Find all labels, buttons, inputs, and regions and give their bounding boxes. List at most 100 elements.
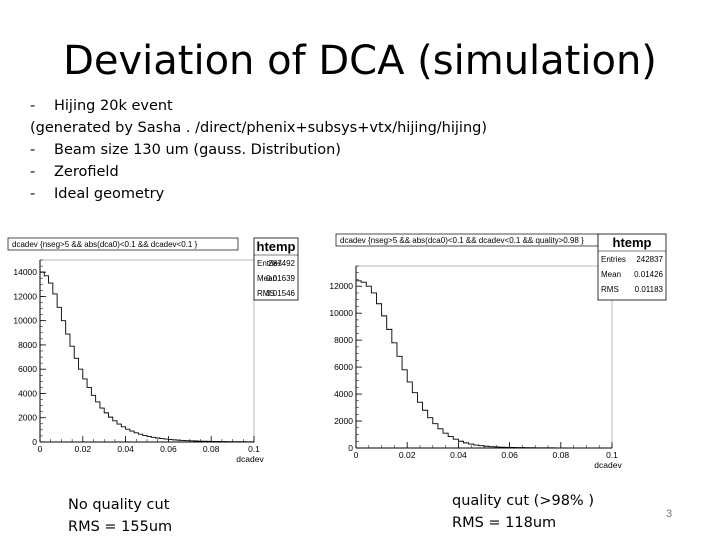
stats-label: Entries (257, 259, 282, 268)
bullet-item: - Ideal geometry (30, 183, 487, 205)
histogram-bin (66, 334, 70, 442)
stats-box (253, 237, 299, 301)
y-tick-label: 14000 (13, 267, 37, 277)
histogram-bin (464, 443, 469, 448)
stats-value: 0.01639 (266, 274, 295, 283)
histogram-bin (147, 436, 151, 442)
stats-label: Mean (257, 274, 277, 283)
stats-label: Mean (601, 270, 621, 279)
y-tick-label: 8000 (18, 340, 37, 350)
histogram-bin (61, 321, 65, 442)
bullet-text: Zerofield (54, 164, 119, 180)
caption-right-line2: RMS = 118um (452, 515, 557, 531)
histogram-bin (428, 418, 433, 448)
bullet-dash: - (30, 98, 36, 114)
histogram-bin (70, 346, 74, 442)
x-tick-label: 0.06 (160, 444, 177, 454)
y-tick-label: 4000 (334, 389, 353, 399)
caption-left-line1: No quality cut (68, 497, 170, 513)
x-tick-label: 0.08 (553, 450, 570, 460)
bullet-item: - Hijing 20k event (30, 95, 487, 117)
x-tick-label: 0.1 (606, 450, 618, 460)
x-tick-label: 0.08 (203, 444, 220, 454)
y-tick-label: 10000 (13, 316, 37, 326)
x-tick-label: 0.04 (450, 450, 467, 460)
histogram-bin (143, 435, 147, 442)
histogram-outline (355, 280, 613, 449)
histogram-bin (392, 343, 397, 448)
x-tick-label: 0.06 (501, 450, 518, 460)
histogram-bin (83, 379, 87, 442)
histogram-bin (57, 307, 61, 442)
histogram-bin (438, 429, 443, 448)
histogram-bin (130, 431, 134, 442)
plot-frame (355, 265, 613, 449)
y-tick-label: 2000 (334, 416, 353, 426)
histogram-bin (74, 358, 78, 442)
x-tick-label: 0.02 (75, 444, 92, 454)
histogram-bin (49, 283, 53, 442)
histogram-bin (376, 304, 381, 448)
bullet-dash: - (30, 164, 36, 180)
y-tick-label: 8000 (334, 335, 353, 345)
stats-value: 242837 (636, 255, 663, 264)
bullet-item: (generated by Sasha . /direct/phenix+sub… (30, 117, 487, 139)
histogram-bin (113, 421, 117, 442)
bullet-text: Hijing 20k event (54, 98, 173, 114)
histogram-bin (361, 282, 366, 448)
caption-right: quality cut (>98% ) RMS = 118um (452, 490, 594, 534)
histogram-bin (469, 444, 474, 448)
histogram-bin (53, 294, 57, 442)
histogram-bin (121, 427, 125, 442)
stats-name: htemp (613, 235, 652, 250)
plot-title: dcadev {nseg>5 && abs(dca0)<0.1 && dcade… (340, 236, 584, 245)
plot-title-box (7, 237, 239, 251)
histogram-bin (96, 402, 100, 442)
bullet-list: - Hijing 20k event (generated by Sasha . … (30, 95, 487, 205)
histogram-bin (397, 356, 402, 448)
histogram-bin (100, 408, 104, 442)
histogram-bin (407, 382, 412, 448)
plot-frame (39, 259, 255, 443)
x-tick-label: 0.04 (117, 444, 134, 454)
histogram-bin (423, 410, 428, 448)
histogram-bin (448, 437, 453, 448)
y-tick-label: 0 (348, 443, 353, 453)
histogram-bin (126, 429, 130, 442)
histogram-bin (160, 439, 164, 442)
bullet-item: - Beam size 130 um (gauss. Distribution) (30, 139, 487, 161)
caption-right-line1: quality cut (>98% ) (452, 493, 594, 509)
histogram-right: dcadev {nseg>5 && abs(dca0)<0.1 && dcade… (329, 233, 667, 470)
histogram-bin (138, 434, 142, 442)
bullet-text: Beam size 130 um (gauss. Distribution) (54, 142, 341, 158)
x-tick-label: 0 (354, 450, 359, 460)
histogram-bin (387, 329, 392, 448)
bullet-dash: - (30, 186, 36, 202)
stats-box (597, 233, 667, 301)
y-tick-label: 10000 (329, 308, 353, 318)
histogram-bin (382, 316, 387, 448)
histogram-bin (453, 439, 458, 448)
histogram-bin (91, 395, 95, 442)
histogram-bin (417, 402, 422, 448)
histogram-bin (104, 413, 108, 442)
histogram-bin (366, 286, 371, 448)
histogram-bin (443, 433, 448, 448)
stats-value: 0.01546 (266, 289, 295, 298)
stats-value: 0.01183 (635, 285, 664, 294)
bullet-text: Ideal geometry (54, 186, 165, 202)
stats-name: htemp (257, 239, 296, 254)
histogram-bin (108, 417, 112, 442)
histogram-bin (151, 437, 155, 442)
x-tick-label: 0.1 (248, 444, 260, 454)
slide-number: 3 (666, 508, 673, 520)
y-tick-label: 0 (32, 437, 37, 447)
slide-title: Deviation of DCA (simulation) (63, 38, 657, 84)
histogram-bin (79, 369, 83, 442)
histogram-bin (44, 276, 48, 442)
histogram-left: dcadev {nseg>5 && abs(dca0)<0.1 && dcade… (7, 237, 299, 464)
x-tick-label: 0.02 (399, 450, 416, 460)
bullet-text: (generated by Sasha . /direct/phenix+sub… (30, 120, 487, 136)
stats-label: Entries (601, 255, 626, 264)
y-tick-label: 4000 (18, 388, 37, 398)
